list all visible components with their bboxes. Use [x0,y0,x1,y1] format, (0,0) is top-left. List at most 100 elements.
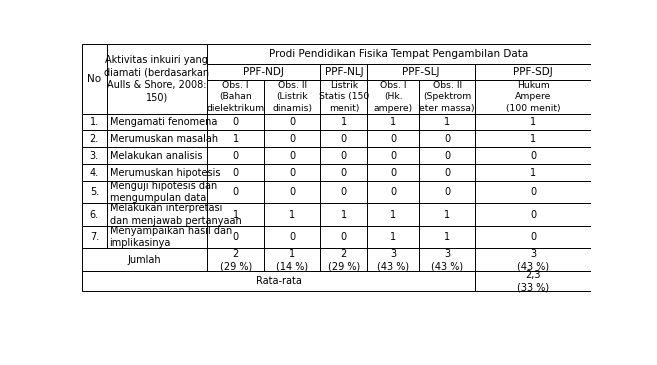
Bar [264,164,321,181]
Text: Obs. I
(Hk.
ampere): Obs. I (Hk. ampere) [374,81,413,112]
Text: 0: 0 [390,187,396,197]
Text: 0: 0 [289,232,296,242]
Text: 1: 1 [341,117,347,127]
Text: 0: 0 [444,187,450,197]
Bar [207,114,264,130]
Bar [264,226,321,249]
Bar [264,80,321,114]
Bar [321,181,367,203]
Text: Melakukan analisis: Melakukan analisis [110,151,202,161]
Bar [321,164,367,181]
Bar [207,226,264,249]
Text: Aktivitas inkuiri yang
diamati (berdasarkan
Aulls & Shore, 2008:
150): Aktivitas inkuiri yang diamati (berdasar… [104,55,210,102]
Bar [82,181,106,203]
Bar [207,147,264,164]
Bar [367,64,475,80]
Text: 2
(29 %): 2 (29 %) [328,249,360,271]
Text: Obs. II
(Spektrom
eter massa): Obs. II (Spektrom eter massa) [419,81,475,112]
Bar [82,226,106,249]
Bar [207,181,264,203]
Bar [82,147,106,164]
Text: PPF-NDJ: PPF-NDJ [243,67,284,77]
Text: Menyampaikan hasil dan
implikasinya: Menyampaikan hasil dan implikasinya [110,226,232,248]
Text: 1: 1 [233,134,238,144]
Bar [419,80,475,114]
Text: 2,3
(33 %): 2,3 (33 %) [517,270,549,292]
Bar [207,80,264,114]
Bar [419,203,475,226]
Text: 1
(14 %): 1 (14 %) [277,249,309,271]
Text: Listrik
Statis (150
menit): Listrik Statis (150 menit) [319,81,369,112]
Text: 0: 0 [341,151,347,161]
Bar [475,272,591,291]
Text: 0: 0 [233,117,238,127]
Text: 0: 0 [233,168,238,177]
Bar [475,147,591,164]
Bar [82,249,207,272]
Bar [367,203,419,226]
Bar [367,80,419,114]
Bar [367,181,419,203]
Text: 0: 0 [530,232,536,242]
Text: Merumuskan hipotesis: Merumuskan hipotesis [110,168,220,177]
Bar [321,114,367,130]
Bar [207,249,264,272]
Text: 0: 0 [341,134,347,144]
Text: 6.: 6. [90,210,99,220]
Text: 0: 0 [444,168,450,177]
Bar [419,249,475,272]
Bar [106,203,207,226]
Text: 0: 0 [289,117,296,127]
Text: PPF-SDJ: PPF-SDJ [513,67,553,77]
Bar [106,164,207,181]
Text: 0: 0 [444,151,450,161]
Bar [419,114,475,130]
Text: 1: 1 [390,232,396,242]
Bar [321,203,367,226]
Bar [264,147,321,164]
Bar [475,130,591,147]
Bar [264,203,321,226]
Text: 1: 1 [233,210,238,220]
Bar [419,130,475,147]
Bar [264,249,321,272]
Text: 1: 1 [444,117,450,127]
Bar [475,64,591,80]
Text: 1: 1 [390,210,396,220]
Text: 0: 0 [390,134,396,144]
Text: 2
(29 %): 2 (29 %) [219,249,252,271]
Text: 5.: 5. [90,187,99,197]
Text: 1: 1 [289,210,296,220]
Text: 3
(43 %): 3 (43 %) [431,249,463,271]
Bar [367,114,419,130]
Bar [207,164,264,181]
Bar [475,226,591,249]
Bar [321,147,367,164]
Text: 3
(43 %): 3 (43 %) [377,249,409,271]
Text: 0: 0 [390,151,396,161]
Text: 0: 0 [530,151,536,161]
Text: 1: 1 [444,232,450,242]
Text: 7.: 7. [90,232,99,242]
Text: No: No [87,74,101,84]
Bar [475,181,591,203]
Bar [82,272,475,291]
Text: Obs. II
(Listrik
dinamis): Obs. II (Listrik dinamis) [273,81,313,112]
Bar [264,114,321,130]
Bar [106,114,207,130]
Text: PPF-NLJ: PPF-NLJ [325,67,363,77]
Bar [475,203,591,226]
Bar [106,44,207,114]
Bar [367,164,419,181]
Bar [82,114,106,130]
Text: Melakukan interpretasi
dan menjawab pertanyaan: Melakukan interpretasi dan menjawab pert… [110,203,241,226]
Bar [264,181,321,203]
Bar [367,226,419,249]
Text: Menguji hipotesis dan
mengumpulan data: Menguji hipotesis dan mengumpulan data [110,181,217,203]
Bar [367,130,419,147]
Bar [207,130,264,147]
Bar [475,249,591,272]
Text: 0: 0 [233,232,238,242]
Text: 1: 1 [530,117,536,127]
Text: 1: 1 [341,210,347,220]
